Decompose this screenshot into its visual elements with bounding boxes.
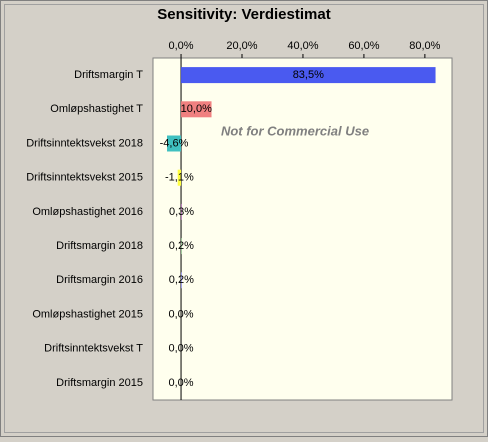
- y-tick-label: Driftsinntektsvekst 2018: [26, 137, 143, 149]
- x-tick-label: 80,0%: [409, 40, 440, 52]
- y-tick-label: Omløpshastighet 2015: [32, 308, 143, 320]
- bar: [177, 169, 182, 186]
- x-tick-label: 0,0%: [169, 40, 194, 52]
- y-tick-label: Omløpshastighet 2016: [32, 206, 143, 218]
- bar: [181, 238, 182, 255]
- y-tick-label: Driftsmargin 2016: [56, 274, 143, 286]
- watermark: Not for Commercial Use: [221, 123, 369, 138]
- value-label: 0,3%: [169, 206, 194, 218]
- bar: [181, 101, 212, 118]
- value-label: 10,0%: [181, 103, 212, 115]
- y-tick-label: Driftsmargin 2015: [56, 377, 143, 389]
- value-label: 0,2%: [169, 274, 194, 286]
- bar: [167, 135, 182, 152]
- bar: [181, 272, 182, 289]
- value-label: -4,6%: [160, 137, 189, 149]
- y-tick-label: Driftsinntektsvekst 2015: [26, 172, 143, 184]
- value-label: 83,5%: [293, 69, 324, 81]
- value-label: -1,1%: [165, 172, 194, 184]
- value-label: 0,0%: [169, 308, 194, 320]
- chart-title: Sensitivity: Verdiestimat: [157, 6, 330, 23]
- value-label: 0,0%: [169, 343, 194, 355]
- x-tick-label: 20,0%: [226, 40, 257, 52]
- value-label: 0,2%: [169, 240, 194, 252]
- y-tick-label: Driftsinntektsvekst T: [44, 343, 143, 355]
- x-tick-label: 60,0%: [348, 40, 379, 52]
- y-tick-label: Omløpshastighet T: [50, 103, 143, 115]
- y-tick-label: Driftsmargin 2018: [56, 240, 143, 252]
- x-tick-label: 40,0%: [287, 40, 318, 52]
- value-label: 0,0%: [169, 377, 194, 389]
- bar: [181, 203, 182, 220]
- bar: [181, 67, 436, 84]
- y-tick-label: Driftsmargin T: [74, 69, 143, 81]
